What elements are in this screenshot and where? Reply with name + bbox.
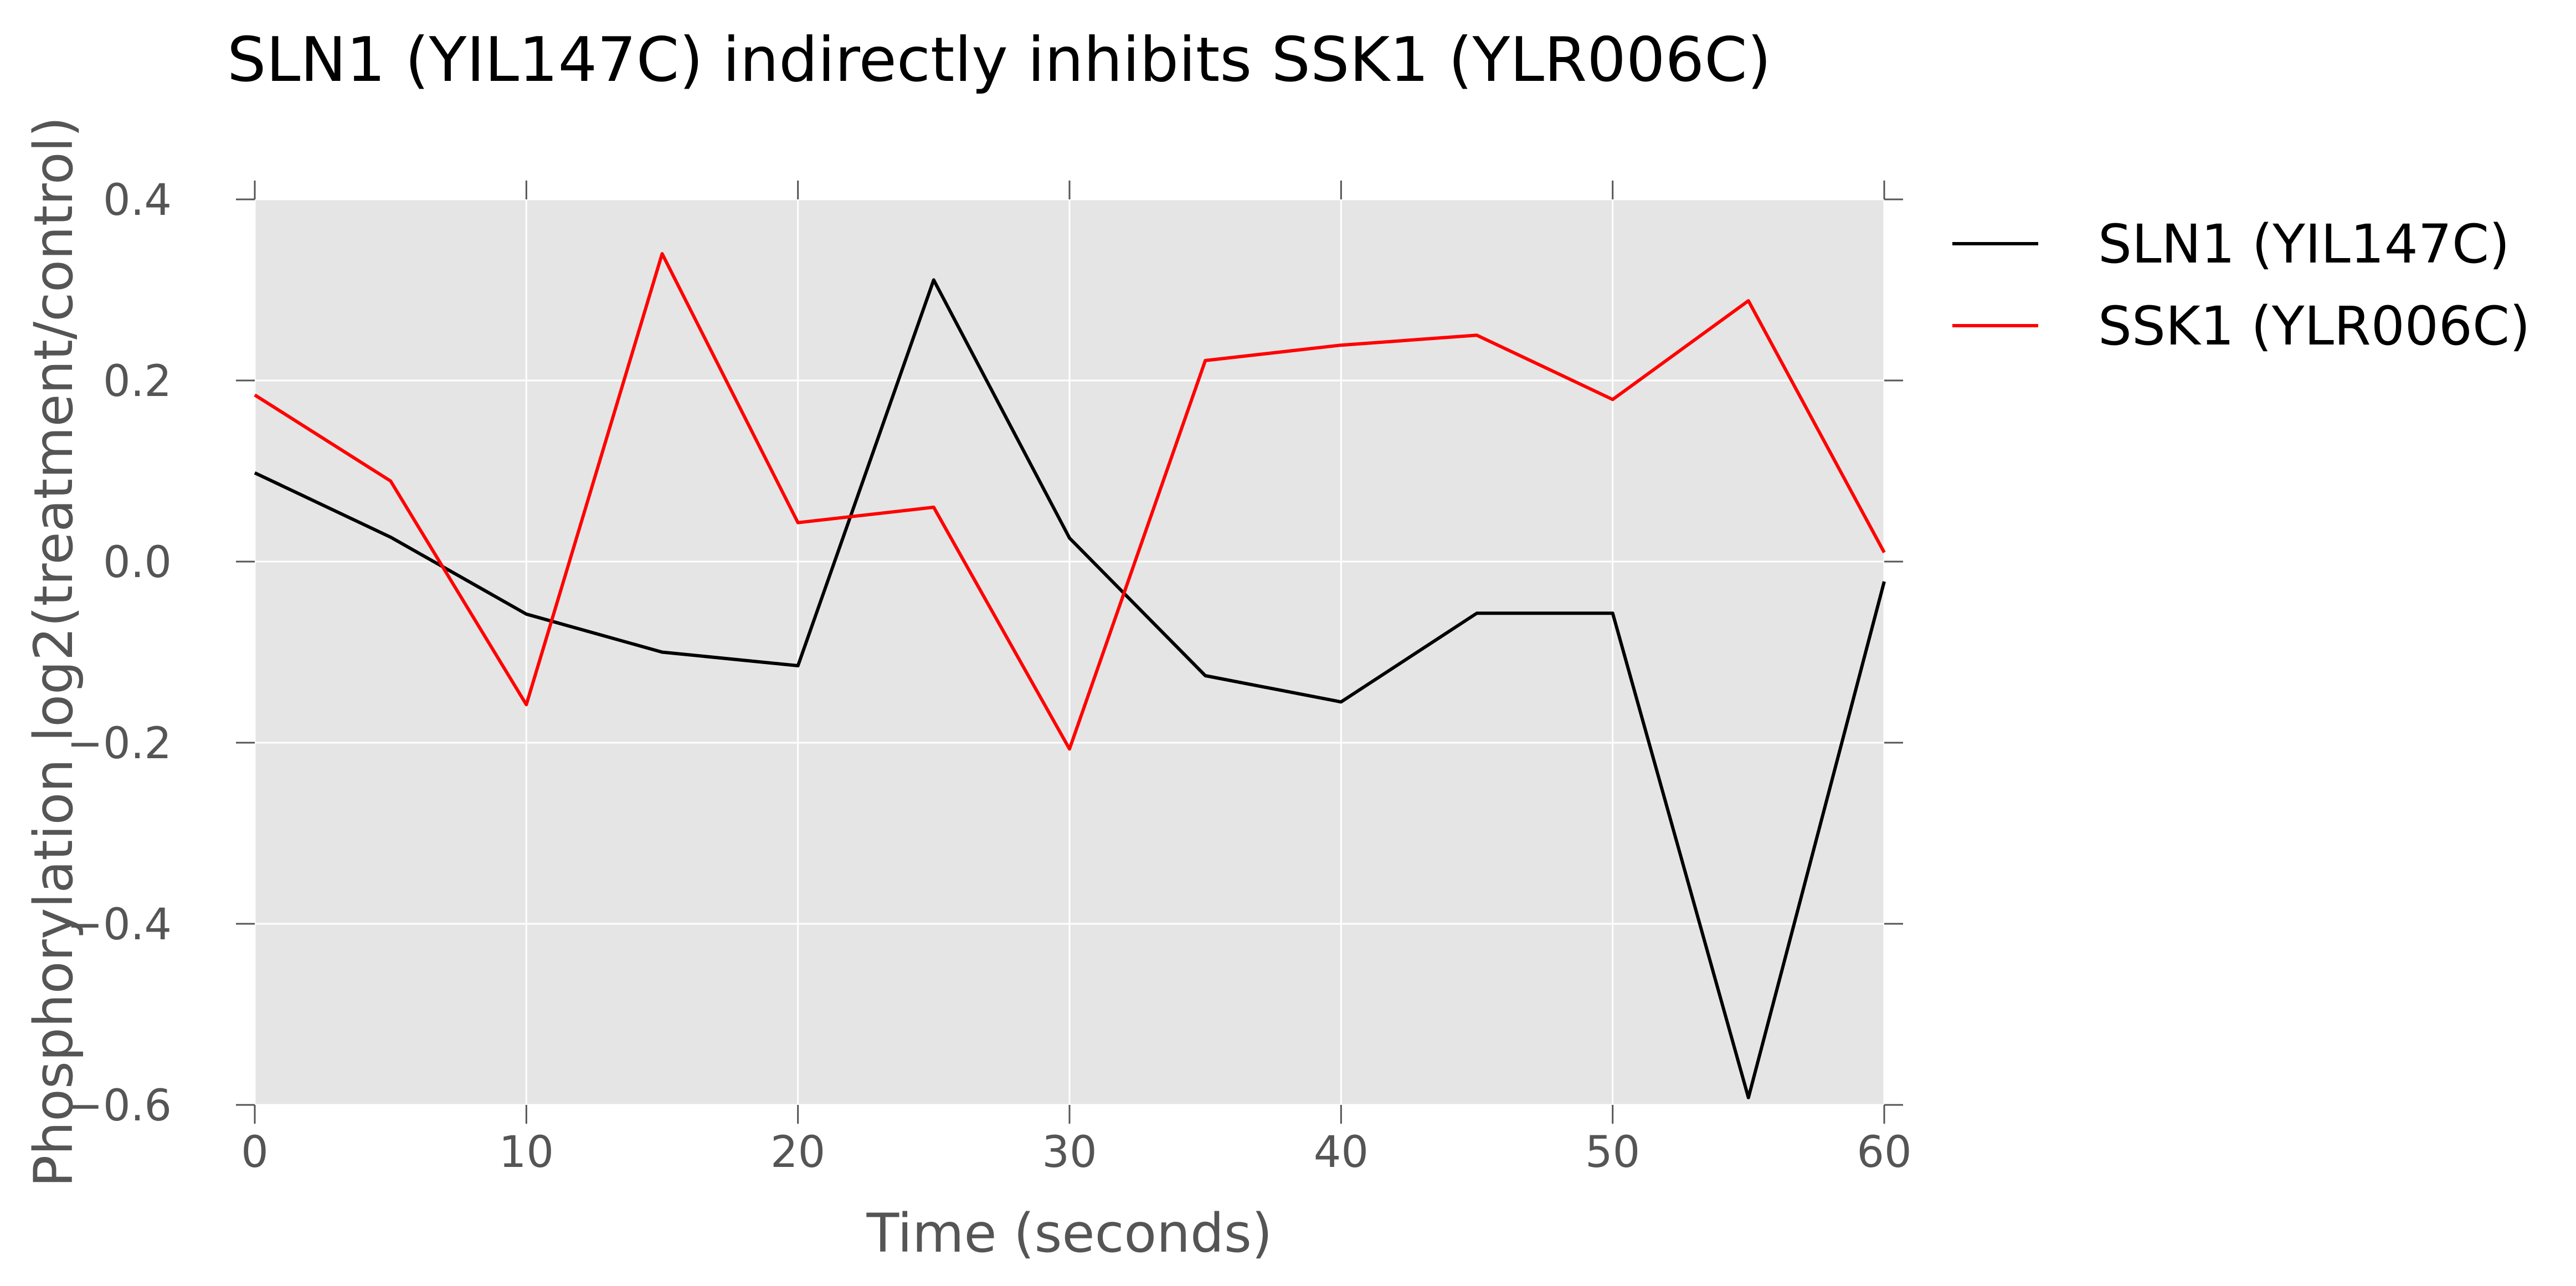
- y-axis-label: Phosphorylation log2(treatment/control): [23, 116, 85, 1187]
- x-tick-label: 30: [1042, 1128, 1097, 1177]
- series-line-sln1: [254, 278, 1886, 1099]
- y-tick-label: −0.2: [67, 719, 172, 769]
- y-tick-label: 0.2: [103, 357, 172, 407]
- x-tick-label: 0: [241, 1128, 269, 1177]
- y-tick-label: −0.4: [67, 900, 172, 950]
- legend: SLN1 (YIL147C) SSK1 (YLR006C): [1952, 213, 2530, 357]
- legend-label: SLN1 (YIL147C): [2098, 213, 2510, 275]
- axis-ticks: [236, 181, 1903, 1124]
- series-lines: [254, 252, 1886, 1099]
- x-axis-label: Time (seconds): [866, 1202, 1273, 1264]
- series-line-ssk1: [254, 252, 1886, 751]
- y-tick-label: 0.0: [103, 538, 172, 588]
- x-tick-label: 10: [499, 1128, 554, 1177]
- tick-labels: 0 10 20 30 40 50 60 0.4 0.2 0.0 −0.2 −0.4 −0.6: [67, 176, 1912, 1177]
- legend-label: SSK1 (YLR006C): [2098, 295, 2530, 357]
- x-tick-label: 60: [1857, 1128, 1911, 1177]
- chart-title: SLN1 (YIL147C) indirectly inhibits SSK1 …: [227, 24, 1771, 96]
- y-tick-label: 0.4: [103, 176, 172, 225]
- x-tick-label: 50: [1585, 1128, 1640, 1177]
- y-tick-label: −0.6: [67, 1081, 172, 1131]
- x-tick-label: 20: [770, 1128, 825, 1177]
- x-tick-label: 40: [1314, 1128, 1369, 1177]
